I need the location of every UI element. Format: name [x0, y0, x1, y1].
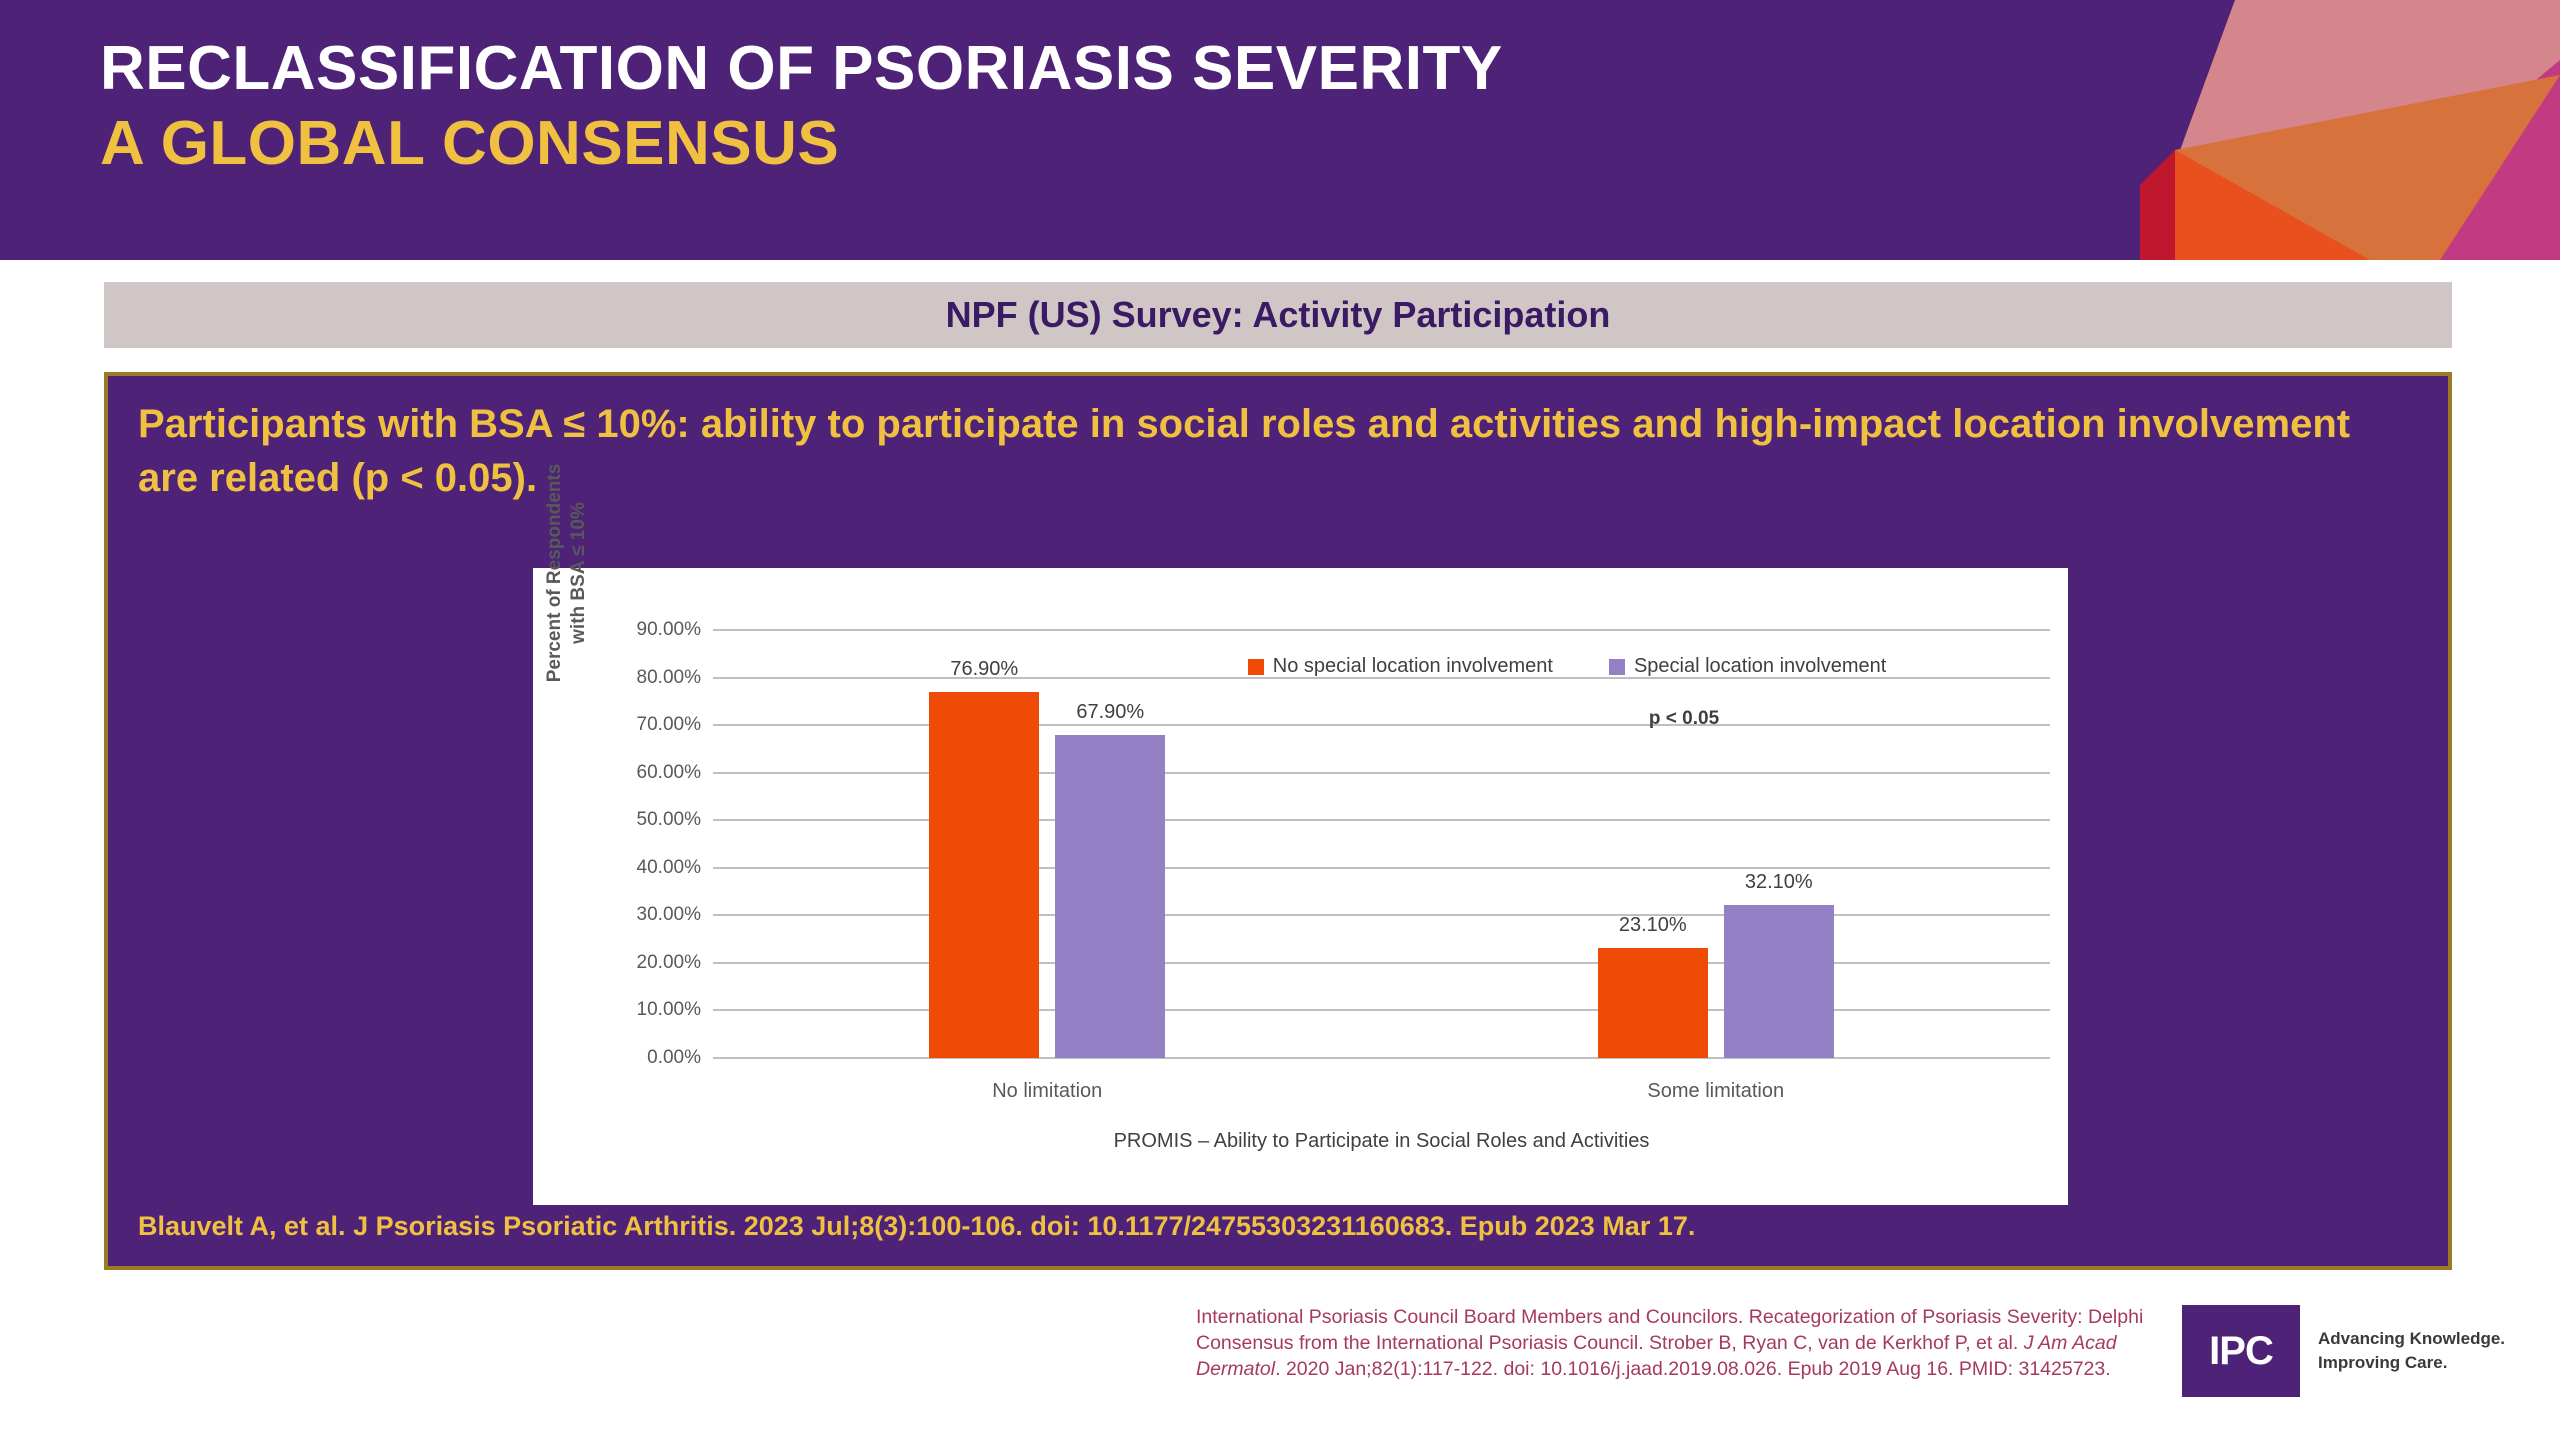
page-title: RECLASSIFICATION OF PSORIASIS SEVERITY A…	[100, 34, 1503, 179]
legend-swatch-icon	[1247, 658, 1264, 675]
ipc-logo: IPC Advancing Knowledge. Improving Care.	[2182, 1305, 2505, 1397]
legend-swatch-icon	[1608, 658, 1625, 675]
chart-category-label: Some limitation	[1647, 1080, 1785, 1102]
chart-category-label: No limitation	[992, 1080, 1103, 1102]
chart-gridline	[713, 724, 2050, 727]
chart-bar	[1597, 948, 1708, 1058]
chart-gridline	[713, 1009, 2050, 1012]
chart-gridline	[713, 676, 2050, 679]
chart-y-tick-label: 50.00%	[636, 809, 701, 831]
footer-citation: International Psoriasis Council Board Me…	[1196, 1305, 2181, 1383]
chart-bar	[1723, 905, 1834, 1058]
chart-gridline	[713, 961, 2050, 964]
chart-gridline	[713, 629, 2050, 631]
chart-bar-value-label: 67.90%	[1076, 701, 1145, 724]
content-panel: Participants with BSA ≤ 10%: ability to …	[104, 372, 2452, 1270]
footer-citation-part1: International Psoriasis Council Board Me…	[1196, 1306, 2144, 1354]
panel-citation-text: Blauvelt A, et al. J Psoriasis Psoriatic…	[138, 1211, 1696, 1241]
header-decoration-icon	[2140, 0, 2560, 260]
chart-legend-label: No special location involvement	[1272, 655, 1553, 677]
chart-y-tick-label: 90.00%	[636, 619, 701, 640]
ipc-logo-text: IPC	[2209, 1328, 2274, 1373]
footer-citation-part2: . 2020 Jan;82(1):117-122. doi: 10.1016/j…	[1275, 1357, 2111, 1380]
chart-y-tick-label: 10.00%	[636, 999, 701, 1021]
chart-y-tick-label: 40.00%	[636, 856, 701, 878]
chart-y-tick-label: 20.00%	[636, 951, 701, 973]
chart-legend-item: Special location involvement	[1608, 655, 1887, 678]
chart-grid-and-bars: 76.90% 67.90% No limitation 23.10% 32.10% Som…	[713, 568, 2050, 1205]
panel-heading-text: Participants with BSA ≤ 10%: ability to …	[138, 402, 2351, 500]
chart-y-tick-label: 80.00%	[636, 666, 701, 688]
chart-legend: No special location involvement Special l…	[1247, 655, 1887, 678]
slide-header: RECLASSIFICATION OF PSORIASIS SEVERITY A…	[0, 0, 2560, 260]
title-line-primary: RECLASSIFICATION OF PSORIASIS SEVERITY	[100, 34, 1503, 103]
chart-gridline	[713, 771, 2050, 774]
chart-legend-item: No special location involvement	[1247, 655, 1553, 678]
chart-pvalue-annotation: p < 0.05	[1648, 708, 1720, 730]
chart-gridline	[713, 914, 2050, 917]
chart-bar-value-label: 32.10%	[1744, 871, 1813, 894]
chart-y-tick-label: 60.00%	[636, 761, 701, 783]
chart-bar-value-label: 76.90%	[950, 658, 1019, 681]
chart-y-tick-label: 30.00%	[636, 904, 701, 926]
chart-gridline	[713, 819, 2050, 822]
chart-gridline	[713, 1057, 2050, 1059]
ipc-logo-tagline: Advancing Knowledge. Improving Care.	[2318, 1329, 2506, 1372]
footer-citation-journal: J Am Acad Dermatol	[1196, 1331, 2117, 1380]
chart-container: Percent of Respondents with BSA ≤ 10% 0.…	[533, 464, 2068, 1205]
chart-bar	[929, 692, 1040, 1058]
chart-y-tick-label: 0.00%	[647, 1047, 701, 1068]
chart-gridline	[713, 866, 2050, 869]
chart-x-axis-title: PROMIS – Ability to Participate in Socia…	[1113, 1130, 1650, 1152]
chart-y-tick-label: 70.00%	[636, 714, 701, 736]
chart-bar-value-label: 23.10%	[1618, 914, 1687, 937]
chart-bar	[1055, 735, 1166, 1058]
chart-y-tick-labels: 0.00% 10.00% 20.00% 30.00% 40.00% 50.00% 60.00…	[561, 568, 701, 1205]
section-subtitle-text: NPF (US) Survey: Activity Participation	[945, 294, 1611, 335]
chart-legend-label: Special location involvement	[1633, 655, 1887, 677]
section-subtitle-bar: NPF (US) Survey: Activity Participation	[104, 282, 2452, 348]
ipc-logo-mark: IPC	[2182, 1305, 2300, 1397]
title-line-secondary: A GLOBAL CONSENSUS	[100, 109, 840, 179]
chart-plot-area: Percent of Respondents with BSA ≤ 10% 0.…	[533, 464, 2068, 1205]
